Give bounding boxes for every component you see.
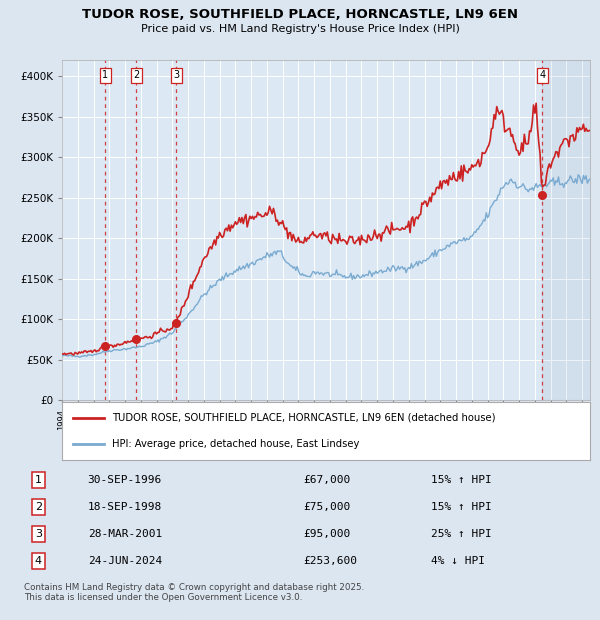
Text: Price paid vs. HM Land Registry's House Price Index (HPI): Price paid vs. HM Land Registry's House … bbox=[140, 24, 460, 34]
Text: £253,600: £253,600 bbox=[303, 556, 357, 566]
Text: TUDOR ROSE, SOUTHFIELD PLACE, HORNCASTLE, LN9 6EN: TUDOR ROSE, SOUTHFIELD PLACE, HORNCASTLE… bbox=[82, 8, 518, 21]
Text: £95,000: £95,000 bbox=[303, 529, 350, 539]
Text: 3: 3 bbox=[173, 70, 179, 81]
Text: 2: 2 bbox=[35, 502, 42, 512]
Text: 15% ↑ HPI: 15% ↑ HPI bbox=[431, 475, 492, 485]
Text: Contains HM Land Registry data © Crown copyright and database right 2025.
This d: Contains HM Land Registry data © Crown c… bbox=[24, 583, 364, 603]
Text: 4: 4 bbox=[35, 556, 42, 566]
Text: 15% ↑ HPI: 15% ↑ HPI bbox=[431, 502, 492, 512]
Text: 30-SEP-1996: 30-SEP-1996 bbox=[88, 475, 162, 485]
Bar bbox=[542, 60, 600, 400]
Text: 25% ↑ HPI: 25% ↑ HPI bbox=[431, 529, 492, 539]
Text: 24-JUN-2024: 24-JUN-2024 bbox=[88, 556, 162, 566]
Text: HPI: Average price, detached house, East Lindsey: HPI: Average price, detached house, East… bbox=[112, 440, 359, 450]
Text: 18-SEP-1998: 18-SEP-1998 bbox=[88, 502, 162, 512]
Text: 4% ↓ HPI: 4% ↓ HPI bbox=[431, 556, 485, 566]
Text: £75,000: £75,000 bbox=[303, 502, 350, 512]
Text: TUDOR ROSE, SOUTHFIELD PLACE, HORNCASTLE, LN9 6EN (detached house): TUDOR ROSE, SOUTHFIELD PLACE, HORNCASTLE… bbox=[112, 413, 496, 423]
Text: 1: 1 bbox=[102, 70, 109, 81]
Text: £67,000: £67,000 bbox=[303, 475, 350, 485]
Text: 2: 2 bbox=[133, 70, 139, 81]
Text: 1: 1 bbox=[35, 475, 41, 485]
Text: 3: 3 bbox=[35, 529, 41, 539]
Text: 4: 4 bbox=[539, 70, 545, 81]
Text: 28-MAR-2001: 28-MAR-2001 bbox=[88, 529, 162, 539]
